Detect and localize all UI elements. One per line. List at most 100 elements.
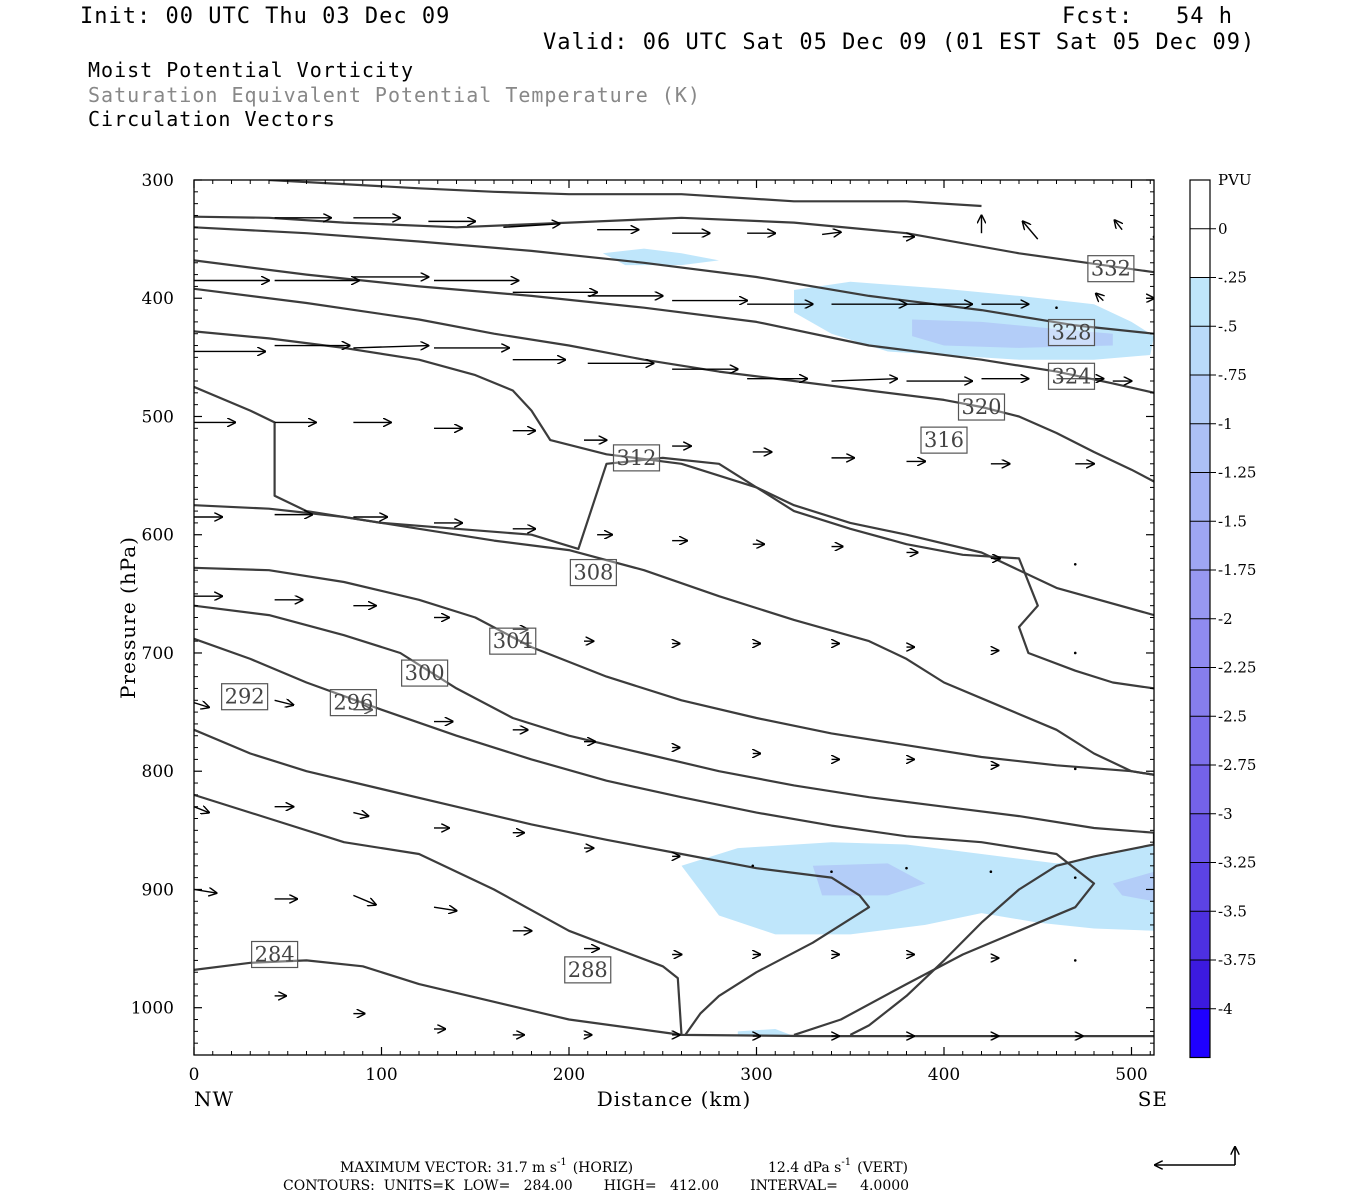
contour-label-292: 292: [225, 685, 265, 709]
contour-line-320: [194, 287, 1154, 483]
colorbar-swatch-1: [1190, 228, 1210, 278]
vector-25: [1096, 294, 1104, 301]
colorbar-swatch-6: [1190, 472, 1210, 522]
contour-line-288: [194, 793, 683, 1035]
contour-line-284: [194, 959, 1154, 1038]
vector-dot-111: [1073, 959, 1077, 962]
colorbar-swatch-15: [1190, 911, 1210, 960]
contour-info: CONTOURS: UNITS=K LOW= 284.00 HIGH= 412.…: [283, 1178, 909, 1194]
colorbar-level-15: -3.75: [1218, 951, 1256, 969]
colorbar-level-12: -3: [1218, 805, 1233, 823]
ytick-label-400: 400: [142, 289, 174, 309]
footer: MAXIMUM VECTOR: 31.7 m s-1 (HORIZ) 12.4 d…: [283, 1147, 1235, 1194]
pv-shade-5: [1112, 871, 1154, 902]
colorbar-swatch-16: [1190, 960, 1210, 1009]
xtick-label-0: 0: [189, 1065, 200, 1085]
contour-label-box-320: [957, 393, 1006, 421]
colorbar-level-11: -2.75: [1218, 756, 1256, 774]
vector-dot-75: [1073, 651, 1077, 655]
contour-label-296: 296: [333, 691, 373, 715]
valid-time: Valid: 06 UTC Sat 05 Dec 09 (01 EST Sat …: [543, 30, 1256, 55]
ytick-label-1000: 1000: [131, 999, 174, 1019]
ytick-label-600: 600: [142, 526, 174, 546]
contour-label-box-324: [1047, 362, 1096, 390]
colorbar-level-1: -.25: [1218, 269, 1247, 287]
field-title-pv: Moist Potential Vorticity: [88, 58, 415, 82]
vector-3: [503, 224, 559, 228]
colorbar-level-16: -4: [1218, 1000, 1233, 1018]
contour-label-box-288: [564, 956, 612, 984]
colorbar-level-0: 0: [1218, 220, 1228, 238]
pv-shade-0: [602, 248, 719, 266]
pv-shade-2: [912, 319, 1113, 348]
contour-label-316: 316: [924, 428, 964, 452]
forecast-hour: Fcst: 54 h: [1062, 4, 1233, 29]
contour-label-box-312: [612, 444, 661, 472]
xtick-label-300: 300: [740, 1065, 772, 1085]
vector-10: [1023, 221, 1039, 240]
contour-label-284: 284: [255, 942, 295, 966]
colorbar-level-2: -.5: [1218, 317, 1237, 335]
contour-line-308: [194, 504, 1154, 776]
contour-label-320: 320: [961, 395, 1001, 419]
contour-label-box-308: [569, 558, 617, 587]
vector-29: [353, 346, 428, 348]
max-vector-label: MAXIMUM VECTOR: 31.7 m s-1 (HORIZ): [340, 1157, 633, 1176]
contour-line-292: [194, 728, 871, 1036]
colorbar-swatch-14: [1190, 862, 1210, 912]
colorbar-level-13: -3.25: [1218, 854, 1256, 872]
colorbar-level-7: -1.75: [1218, 561, 1256, 579]
vector-103: [433, 907, 457, 911]
colorbar-swatch-3: [1190, 326, 1210, 375]
contour-label-328: 328: [1051, 321, 1091, 345]
colorbar-level-4: -1: [1218, 415, 1233, 433]
vector-dot-99: [1073, 876, 1077, 879]
field-title-vectors: Circulation Vectors: [88, 107, 336, 131]
vector-76: [194, 703, 209, 708]
contour-line-296: [194, 637, 1096, 1036]
colorbar-swatch-11: [1190, 716, 1210, 765]
contour-line-unlabeled: [268, 180, 982, 208]
contour-label-box-292: [221, 683, 269, 711]
colorbar-swatch-4: [1190, 375, 1210, 424]
vector-dot-63: [1073, 562, 1077, 566]
reference-vector-icon: [1155, 1147, 1235, 1165]
ytick-label-300: 300: [142, 171, 174, 191]
colorbar-swatch-13: [1190, 813, 1210, 863]
colorbar-swatch-9: [1190, 618, 1210, 668]
vector-35: [831, 379, 898, 381]
colorbar-title: PVU: [1218, 171, 1252, 189]
contour-label-308: 308: [573, 561, 613, 585]
x-end-label-left: NW: [194, 1087, 234, 1111]
vector-77: [274, 700, 294, 705]
colorbar-swatch-8: [1190, 570, 1210, 619]
vector-dot-87: [1073, 767, 1077, 771]
ytick-label-500: 500: [142, 407, 174, 427]
xtick-label-100: 100: [365, 1065, 397, 1085]
contour-label-box-332: [1087, 255, 1135, 283]
colorbar: PVU 0 -.25 -.5 -.75 -1 -1.25 -1.5 -1.75 -2 -2.25 -2…: [1189, 171, 1256, 1059]
contour-label-324: 324: [1051, 364, 1091, 388]
colorbar-swatch-10: [1190, 667, 1210, 717]
vector-88: [194, 807, 209, 813]
contour-label-box-316: [920, 426, 968, 454]
colorbar-level-10: -2.5: [1218, 707, 1247, 725]
contour-label-box-296: [329, 689, 377, 717]
contour-line-324: [194, 259, 1154, 394]
colorbar-level-5: -1.25: [1218, 464, 1256, 482]
colorbar-level-9: -2.25: [1218, 659, 1256, 677]
vector-102: [353, 894, 376, 904]
pv-shade-4: [812, 863, 926, 896]
contour-label-box-300: [401, 659, 449, 687]
vector-dot-24: [1055, 306, 1058, 310]
x-end-label-right: SE: [1138, 1087, 1168, 1111]
contour-label-304: 304: [493, 629, 533, 653]
colorbar-level-6: -1.5: [1218, 512, 1247, 530]
x-axis-title: Distance (km): [597, 1087, 752, 1111]
max-vector-vert: 12.4 dPa s-1 (VERT): [768, 1157, 908, 1176]
colorbar-swatch-7: [1190, 521, 1210, 570]
contour-label-312: 312: [616, 446, 656, 470]
ytick-label-700: 700: [142, 644, 174, 664]
circulation-vectors-layer: [194, 215, 1154, 1036]
